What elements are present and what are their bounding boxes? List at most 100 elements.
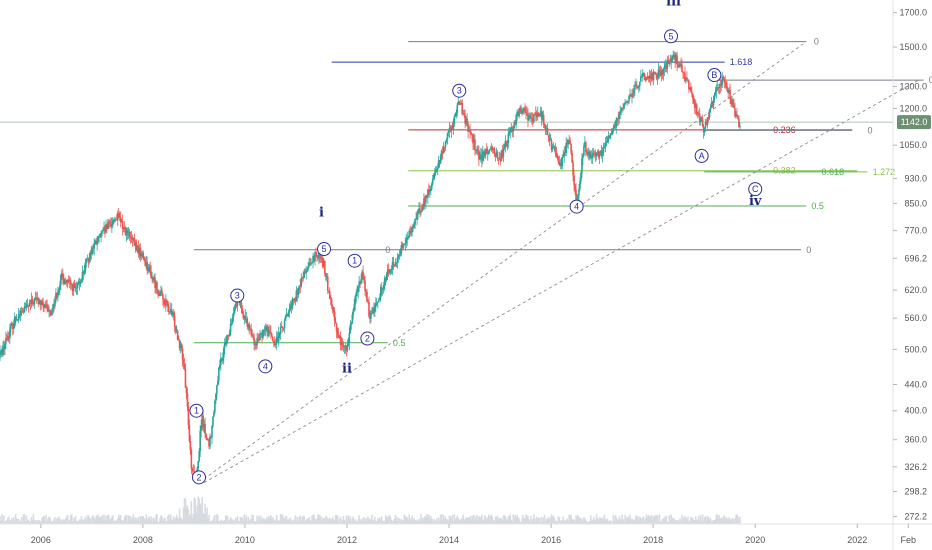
y-tick-label: 1700.0: [899, 8, 927, 18]
candle-body: [150, 271, 152, 279]
candle-body: [585, 142, 587, 152]
candle-body: [217, 380, 219, 386]
candle-body: [85, 259, 88, 263]
candle-body: [507, 134, 510, 144]
candle-body: [213, 411, 215, 417]
candle-body: [37, 298, 40, 305]
volume-bar: [58, 516, 60, 524]
volume-bar: [255, 521, 257, 524]
volume-bar: [108, 515, 110, 524]
candle-body: [151, 277, 153, 279]
fib-level-label: 0.382: [773, 166, 796, 176]
volume-bar: [319, 515, 321, 524]
candle-body: [146, 261, 148, 271]
volume-bar: [110, 518, 112, 524]
candle-body: [402, 244, 405, 249]
candle-body: [493, 148, 496, 154]
volume-bar: [705, 520, 708, 524]
volume-bar: [511, 521, 514, 524]
volume-bar: [232, 519, 235, 524]
candle-body: [358, 281, 360, 287]
candle-body: [8, 336, 10, 339]
volume-bar: [516, 514, 518, 524]
volume-bar: [185, 506, 188, 524]
trend-lines[interactable]: [198, 41, 919, 484]
volume-bar: [429, 518, 431, 524]
volume-bar: [113, 521, 115, 524]
candle-body: [1, 350, 3, 355]
volume-bar: [17, 518, 20, 524]
volume-bar: [73, 520, 76, 524]
volume-bar: [694, 516, 697, 524]
volume-bar: [169, 514, 172, 524]
degree-label: iii: [666, 0, 681, 9]
candle-body: [446, 132, 449, 140]
volume-bar: [389, 516, 392, 524]
volume-bar: [399, 520, 402, 524]
volume-bar: [199, 504, 201, 524]
candle-body: [410, 232, 412, 234]
volume-bar: [301, 516, 304, 524]
volume-bar: [613, 521, 616, 524]
volume-bar: [267, 518, 269, 524]
candle-body: [362, 271, 364, 278]
volume-bar: [525, 514, 527, 524]
candle-body: [2, 345, 4, 355]
y-tick-label: 696.2: [904, 253, 927, 263]
candle-body: [559, 162, 562, 166]
candle-body: [86, 258, 89, 260]
candle-body: [405, 239, 408, 243]
volume-bar: [477, 521, 479, 524]
candle-body: [109, 222, 111, 224]
candle-body: [649, 75, 652, 80]
volume-bar: [611, 521, 614, 524]
candle-body: [615, 120, 618, 128]
volume-bar: [446, 519, 449, 524]
candle-body: [689, 87, 691, 90]
candle-body: [480, 154, 482, 157]
volume-bar: [4, 521, 6, 524]
volume-bar: [472, 516, 474, 524]
candle-body: [392, 261, 395, 267]
candle-body: [482, 151, 484, 161]
candle-body: [463, 112, 465, 116]
volume-bar: [551, 516, 554, 524]
candle-body: [200, 425, 202, 431]
volume-bar: [61, 519, 63, 524]
candle-body: [206, 438, 208, 441]
volume-bar: [122, 520, 125, 524]
candle-body: [219, 364, 221, 368]
candle-body: [234, 303, 237, 309]
candle-body: [600, 150, 603, 156]
candle-body: [614, 125, 617, 128]
volume-bar: [419, 518, 421, 524]
volume-bar: [96, 515, 98, 524]
volume-bar: [168, 520, 171, 524]
candle-body: [543, 124, 546, 129]
candle-body: [116, 213, 119, 221]
volume-bar: [245, 515, 248, 524]
volume-bar: [114, 520, 116, 524]
candle-body: [687, 79, 689, 81]
candle-body: [228, 332, 231, 337]
volume-bar: [309, 520, 311, 524]
volume-bar: [403, 514, 406, 524]
volume-bar: [578, 517, 580, 524]
volume-bar: [475, 516, 477, 524]
candle-body: [606, 141, 609, 143]
candle-body: [153, 277, 155, 281]
candle-body: [111, 224, 113, 227]
candle-body: [494, 153, 497, 157]
candle-body: [534, 114, 536, 116]
candle-body: [63, 283, 66, 284]
candle-body: [329, 298, 332, 300]
volume-bar: [527, 516, 529, 524]
volume-bar: [374, 516, 376, 524]
volume-bar: [51, 520, 53, 524]
candle-body: [593, 152, 596, 154]
volume-bar: [306, 518, 308, 524]
candle-body: [252, 335, 254, 339]
